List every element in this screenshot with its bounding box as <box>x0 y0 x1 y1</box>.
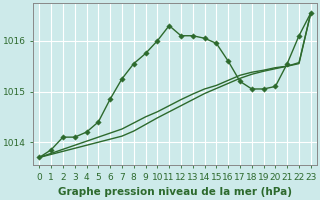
X-axis label: Graphe pression niveau de la mer (hPa): Graphe pression niveau de la mer (hPa) <box>58 187 292 197</box>
